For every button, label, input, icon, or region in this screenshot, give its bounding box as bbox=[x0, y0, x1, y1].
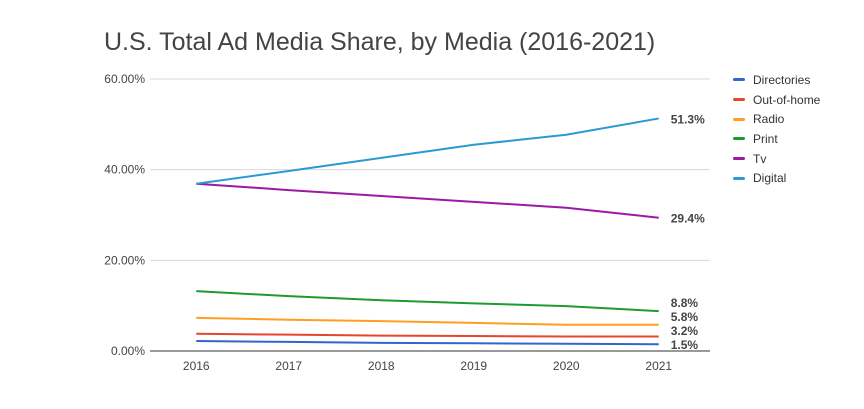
legend-swatch bbox=[733, 157, 745, 161]
chart-title: U.S. Total Ad Media Share, by Media (201… bbox=[104, 28, 656, 56]
data-label: 8.8% bbox=[671, 296, 699, 310]
series-line-radio bbox=[196, 316, 659, 326]
data-label: 3.2% bbox=[671, 324, 699, 338]
legend-swatch bbox=[733, 117, 745, 121]
legend-item[interactable]: Out-of-home bbox=[733, 90, 820, 110]
legend-swatch bbox=[733, 78, 745, 82]
legend: Directories Out-of-home Radio Print Tv Digita… bbox=[733, 70, 820, 188]
legend-label: Directories bbox=[753, 72, 811, 87]
series-line-tv bbox=[196, 182, 659, 219]
legend-label: Radio bbox=[753, 112, 785, 127]
legend-item[interactable]: Tv bbox=[733, 149, 820, 169]
data-label: 29.4% bbox=[671, 212, 705, 226]
x-tick-label: 2021 bbox=[645, 359, 672, 373]
x-tick-label: 2018 bbox=[368, 359, 395, 373]
legend-label: Tv bbox=[753, 151, 767, 166]
x-tick-label: 2017 bbox=[275, 359, 302, 373]
legend-label: Digital bbox=[753, 171, 787, 186]
y-tick-label: 20.00% bbox=[104, 253, 145, 267]
legend-label: Out-of-home bbox=[753, 92, 821, 107]
legend-item[interactable]: Print bbox=[733, 129, 820, 149]
data-label: 1.5% bbox=[671, 338, 699, 352]
legend-label: Print bbox=[753, 131, 778, 146]
series-line-out-of-home bbox=[196, 332, 659, 338]
x-tick-label: 2019 bbox=[460, 359, 487, 373]
legend-item[interactable]: Digital bbox=[733, 168, 820, 188]
x-tick-label: 2020 bbox=[553, 359, 580, 373]
series-line-digital bbox=[196, 117, 659, 185]
y-tick-label: 60.00% bbox=[104, 72, 145, 86]
series-line-print bbox=[196, 290, 659, 313]
legend-item[interactable]: Radio bbox=[733, 109, 820, 129]
y-tick-label: 0.00% bbox=[111, 344, 145, 358]
series-line-directories bbox=[196, 340, 659, 346]
legend-swatch bbox=[733, 98, 745, 102]
x-tick-label: 2016 bbox=[183, 359, 210, 373]
legend-swatch bbox=[733, 176, 745, 180]
data-label: 5.8% bbox=[671, 310, 699, 324]
data-label: 51.3% bbox=[671, 112, 705, 126]
legend-swatch bbox=[733, 137, 745, 141]
y-tick-label: 40.00% bbox=[104, 163, 145, 177]
legend-item[interactable]: Directories bbox=[733, 70, 820, 90]
